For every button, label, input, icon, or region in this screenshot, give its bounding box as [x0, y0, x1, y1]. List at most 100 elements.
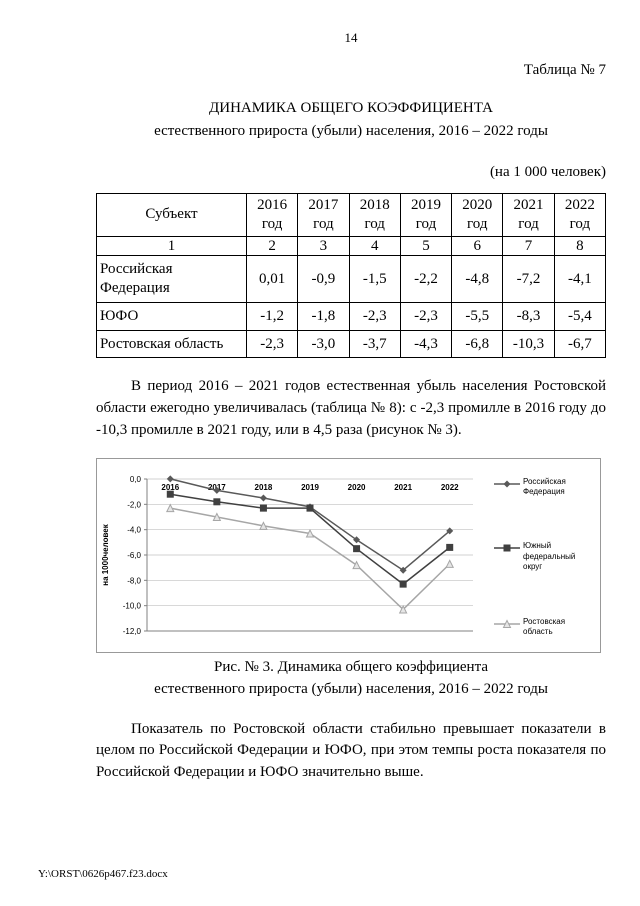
- x-tick-label: 2016: [161, 483, 179, 492]
- cell-value: -8,3: [502, 301, 555, 331]
- cell-value: -1,5: [348, 255, 401, 303]
- legend-diamond-marker-icon: [494, 480, 520, 487]
- cell-value: -10,3: [502, 329, 555, 359]
- cell-value: 0,01: [245, 255, 299, 303]
- data-point-square: [306, 504, 314, 512]
- row-name: Российская Федерация: [96, 255, 247, 303]
- unit-note: (на 1 000 человек): [489, 164, 606, 180]
- data-point-square: [446, 543, 454, 551]
- table-row-russia: Российская Федерация 0,01 -0,9 -1,5 -2,2…: [96, 255, 607, 303]
- data-point-triangle: [352, 560, 361, 569]
- table-column-number-row: 1 2 3 4 5 6 7 8: [96, 235, 607, 257]
- legend-label: Российская Федерация: [523, 476, 566, 496]
- data-point-square: [399, 580, 407, 588]
- x-tick-label: 2021: [394, 483, 412, 492]
- data-point-square: [503, 544, 511, 552]
- cell-value: -4,8: [451, 255, 504, 303]
- data-point-diamond: [446, 526, 454, 534]
- data-point-diamond: [166, 474, 174, 482]
- cell-value: -3,7: [348, 329, 401, 359]
- y-tick-label: -10,0: [123, 601, 142, 610]
- data-point-diamond: [503, 480, 511, 487]
- data-point-square: [166, 490, 174, 498]
- cell-value: -2,3: [399, 301, 453, 331]
- legend-label: Южный федеральный округ: [523, 541, 576, 572]
- col-number: 6: [451, 235, 504, 257]
- data-point-diamond: [399, 566, 407, 574]
- col-number: 5: [399, 235, 453, 257]
- cell-value: -2,3: [348, 301, 401, 331]
- figure-caption-line2: естественного прироста (убыли) населения…: [154, 681, 548, 697]
- row-name: Ростовская область: [96, 329, 247, 359]
- cell-value: -0,9: [297, 255, 350, 303]
- col-header-2021: 2021 год: [502, 193, 555, 237]
- table-row-rostov: Ростовская область -2,3 -3,0 -3,7 -4,3 -…: [96, 329, 607, 359]
- data-point-triangle: [212, 511, 222, 521]
- x-tick-label: 2020: [348, 483, 366, 492]
- col-header-2019: 2019 год: [399, 193, 453, 237]
- legend-triangle-marker-icon: [494, 619, 520, 628]
- col-header-2020: 2020 год: [451, 193, 504, 237]
- cell-value: -1,8: [297, 301, 350, 331]
- x-tick-label: 2019: [301, 483, 319, 492]
- data-point-triangle: [398, 604, 408, 613]
- figure-caption: Рис. № 3. Динамика общего коэффициента е…: [96, 656, 606, 701]
- figure-caption-line1: Рис. № 3. Динамика общего коэффициента: [214, 658, 488, 675]
- figure-chart: 0,0-2,0-4,0-6,0-8,0-10,0-12,020162017201…: [96, 457, 601, 653]
- page-number: 14: [344, 30, 358, 45]
- col-header-2022: 2022 год: [553, 193, 607, 237]
- y-tick-label: -4,0: [127, 525, 141, 534]
- data-point-diamond: [353, 535, 361, 543]
- statistics-table: Субъект 2016 год 2017 год 2018 год 2019 …: [96, 193, 607, 359]
- paragraph-conclusion: Показатель по Ростовской области стабиль…: [96, 720, 606, 781]
- document-title: ДИНАМИКА ОБЩЕГО КОЭФФИЦИЕНТА естественно…: [96, 97, 606, 142]
- page-content: 14 Таблица № 7 ДИНАМИКА ОБЩЕГО КОЭФФИЦИЕ…: [96, 0, 607, 784]
- table-row-ufo: ЮФО -1,2 -1,8 -2,3 -2,3 -5,5 -8,3 -5,4: [96, 301, 607, 331]
- col-number: 8: [553, 235, 607, 257]
- legend-item-russia: Российская Федерация: [494, 477, 598, 498]
- cell-value: -2,2: [399, 255, 453, 303]
- document-title-line1: ДИНАМИКА ОБЩЕГО КОЭФФИЦИЕНТА: [209, 100, 493, 116]
- col-number: 1: [96, 235, 247, 257]
- chart-legend: Российская Федерация Южный федеральный о…: [494, 477, 598, 638]
- y-tick-label: -12,0: [123, 627, 142, 636]
- x-tick-label: 2022: [441, 483, 459, 492]
- cell-value: -4,3: [399, 329, 453, 359]
- col-number: 3: [297, 235, 350, 257]
- col-header-subject: Субъект: [96, 193, 247, 237]
- cell-value: -2,3: [245, 329, 299, 359]
- data-point-triangle: [502, 619, 512, 628]
- data-point-triangle: [165, 503, 175, 512]
- data-point-diamond: [213, 486, 221, 494]
- x-tick-label: 2018: [255, 483, 273, 492]
- cell-value: -1,2: [245, 301, 299, 331]
- y-tick-label: -2,0: [127, 500, 141, 509]
- data-point-square: [259, 504, 267, 512]
- data-point-triangle: [305, 528, 315, 537]
- cell-value: -4,1: [553, 255, 607, 303]
- row-name: ЮФО: [96, 301, 247, 331]
- legend-item-rostov: Ростовская область: [494, 617, 598, 638]
- col-header-2017: 2017 год: [297, 193, 350, 237]
- cell-value: -6,7: [553, 329, 607, 359]
- data-point-triangle: [445, 558, 455, 568]
- col-number: 4: [348, 235, 401, 257]
- y-tick-label: -8,0: [127, 576, 141, 585]
- col-header-2018: 2018 год: [348, 193, 401, 237]
- legend-item-ufo: Южный федеральный округ: [494, 541, 598, 572]
- table-caption-label: Таблица № 7: [523, 62, 606, 78]
- table-header-row: Субъект 2016 год 2017 год 2018 год 2019 …: [96, 193, 607, 237]
- paragraph-trend: В период 2016 – 2021 годов естественная …: [96, 378, 606, 438]
- y-tick-label: 0,0: [130, 475, 142, 484]
- data-point-triangle: [259, 520, 268, 530]
- cell-value: -6,8: [451, 329, 504, 359]
- legend-square-marker-icon: [494, 544, 520, 552]
- footer-file-path: Y:\ORST\0626p467.f23.docx: [38, 868, 168, 880]
- y-tick-label: -6,0: [127, 551, 141, 560]
- document-title-line2: естественного прироста (убыли) населения…: [154, 122, 548, 139]
- cell-value: -3,0: [297, 329, 350, 359]
- legend-label: Ростовская область: [523, 616, 566, 637]
- data-point-square: [213, 497, 221, 505]
- series-line-2: [170, 506, 451, 611]
